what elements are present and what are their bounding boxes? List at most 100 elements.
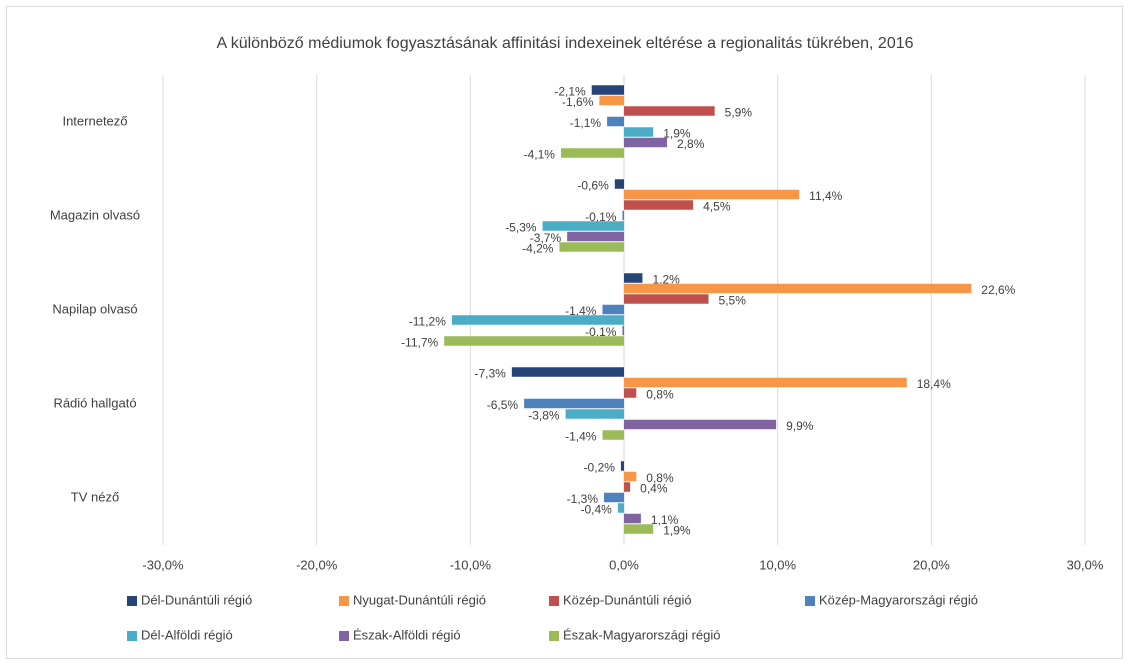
- value-label: 9,9%: [786, 419, 814, 433]
- bar: [599, 95, 624, 106]
- bar: [624, 377, 907, 388]
- value-label: -1,1%: [570, 116, 602, 130]
- x-tick-label: 0,0%: [609, 557, 639, 572]
- bar: [607, 116, 624, 127]
- legend-label: Közép-Dunántúli régió: [563, 592, 692, 607]
- value-label: -3,8%: [528, 409, 560, 423]
- bar: [622, 325, 624, 336]
- bar: [624, 106, 715, 116]
- value-label: 5,9%: [725, 106, 753, 120]
- bar: [624, 127, 654, 137]
- legend-label: Közép-Magyarországi régió: [819, 592, 978, 607]
- legend-swatch: [549, 631, 559, 641]
- legend-swatch: [339, 631, 349, 641]
- legend-label: Nyugat-Dunántúli régió: [353, 592, 486, 607]
- legend-swatch: [127, 631, 137, 641]
- value-label: -1,6%: [562, 95, 594, 109]
- bar: [624, 482, 631, 492]
- value-label: 1,1%: [651, 513, 679, 527]
- x-tick-label: -30,0%: [142, 557, 184, 572]
- bar: [622, 210, 624, 221]
- x-tick-label: 10,0%: [759, 557, 796, 572]
- bar: [444, 336, 624, 346]
- bar: [542, 221, 624, 231]
- bar: [560, 148, 624, 158]
- bar: [602, 430, 624, 440]
- value-label: -0,1%: [585, 325, 617, 339]
- value-label: -1,4%: [565, 304, 597, 318]
- category-label: Magazin olvasó: [50, 207, 140, 222]
- value-label: -0,4%: [580, 503, 612, 517]
- bar: [567, 231, 624, 242]
- bar: [624, 273, 643, 283]
- value-label: 22,6%: [981, 283, 1015, 297]
- bar: [604, 492, 624, 503]
- bar: [451, 315, 624, 325]
- legend-label: Észak-Alföldi régió: [353, 627, 461, 642]
- value-label: -11,7%: [401, 336, 438, 350]
- bar: [559, 242, 624, 252]
- value-label: -4,1%: [524, 148, 556, 162]
- value-label: 1,9%: [663, 127, 691, 141]
- category-label: Internetező: [62, 113, 127, 128]
- bar: [617, 503, 624, 513]
- legend-label: Dél-Alföldi régió: [141, 627, 233, 642]
- bar: [524, 398, 624, 409]
- value-label: -1,3%: [567, 492, 599, 506]
- legend-swatch: [339, 596, 349, 606]
- value-label: 2,8%: [677, 137, 705, 151]
- bar: [624, 200, 694, 210]
- value-label: 1,2%: [652, 273, 680, 287]
- bar: [624, 283, 972, 294]
- value-label: -5,3%: [505, 221, 537, 235]
- bar: [624, 294, 709, 304]
- bar: [624, 471, 637, 482]
- x-tick-label: 30,0%: [1067, 557, 1104, 572]
- x-tick-label: 20,0%: [913, 557, 950, 572]
- value-label: -0,1%: [585, 210, 617, 224]
- bar: [624, 189, 800, 200]
- value-label: -0,2%: [584, 461, 616, 475]
- bar: [624, 388, 637, 398]
- value-label: -11,2%: [409, 315, 446, 329]
- chart-frame: [6, 6, 1123, 659]
- bar: [565, 409, 624, 419]
- legend-label: Észak-Magyarországi régió: [563, 627, 721, 642]
- value-label: 0,4%: [640, 482, 668, 496]
- value-label: -7,3%: [474, 367, 506, 381]
- category-label: TV néző: [71, 489, 119, 504]
- category-label: Rádió hallgató: [53, 395, 136, 410]
- value-label: -2,1%: [554, 85, 586, 99]
- x-tick-label: -10,0%: [450, 557, 492, 572]
- value-label: -6,5%: [487, 398, 519, 412]
- value-label: 18,4%: [917, 377, 951, 391]
- bar: [602, 304, 624, 315]
- value-label: 1,9%: [663, 524, 691, 538]
- legend-swatch: [127, 596, 137, 606]
- value-label: 11,4%: [809, 189, 842, 203]
- x-tick-label: -20,0%: [296, 557, 338, 572]
- legend-swatch: [805, 596, 815, 606]
- value-label: -4,2%: [522, 242, 554, 256]
- legend-label: Dél-Dunántúli régió: [141, 592, 252, 607]
- value-label: 0,8%: [646, 388, 674, 402]
- chart-title: A különböző médiumok fogyasztásának affi…: [216, 35, 913, 52]
- legend-swatch: [549, 596, 559, 606]
- value-label: 0,8%: [646, 471, 674, 485]
- bar: [624, 513, 641, 524]
- value-label: -0,6%: [577, 179, 609, 193]
- bar: [620, 461, 624, 471]
- value-label: 4,5%: [703, 200, 731, 214]
- bar: [624, 524, 654, 534]
- bar: [511, 367, 624, 377]
- bar: [624, 419, 777, 430]
- value-label: 5,5%: [719, 294, 747, 308]
- category-label: Napilap olvasó: [52, 301, 137, 316]
- value-label: -3,7%: [530, 231, 562, 245]
- bar: [591, 85, 624, 95]
- bar: [614, 179, 624, 189]
- bar: [624, 137, 668, 148]
- value-label: -1,4%: [565, 430, 597, 444]
